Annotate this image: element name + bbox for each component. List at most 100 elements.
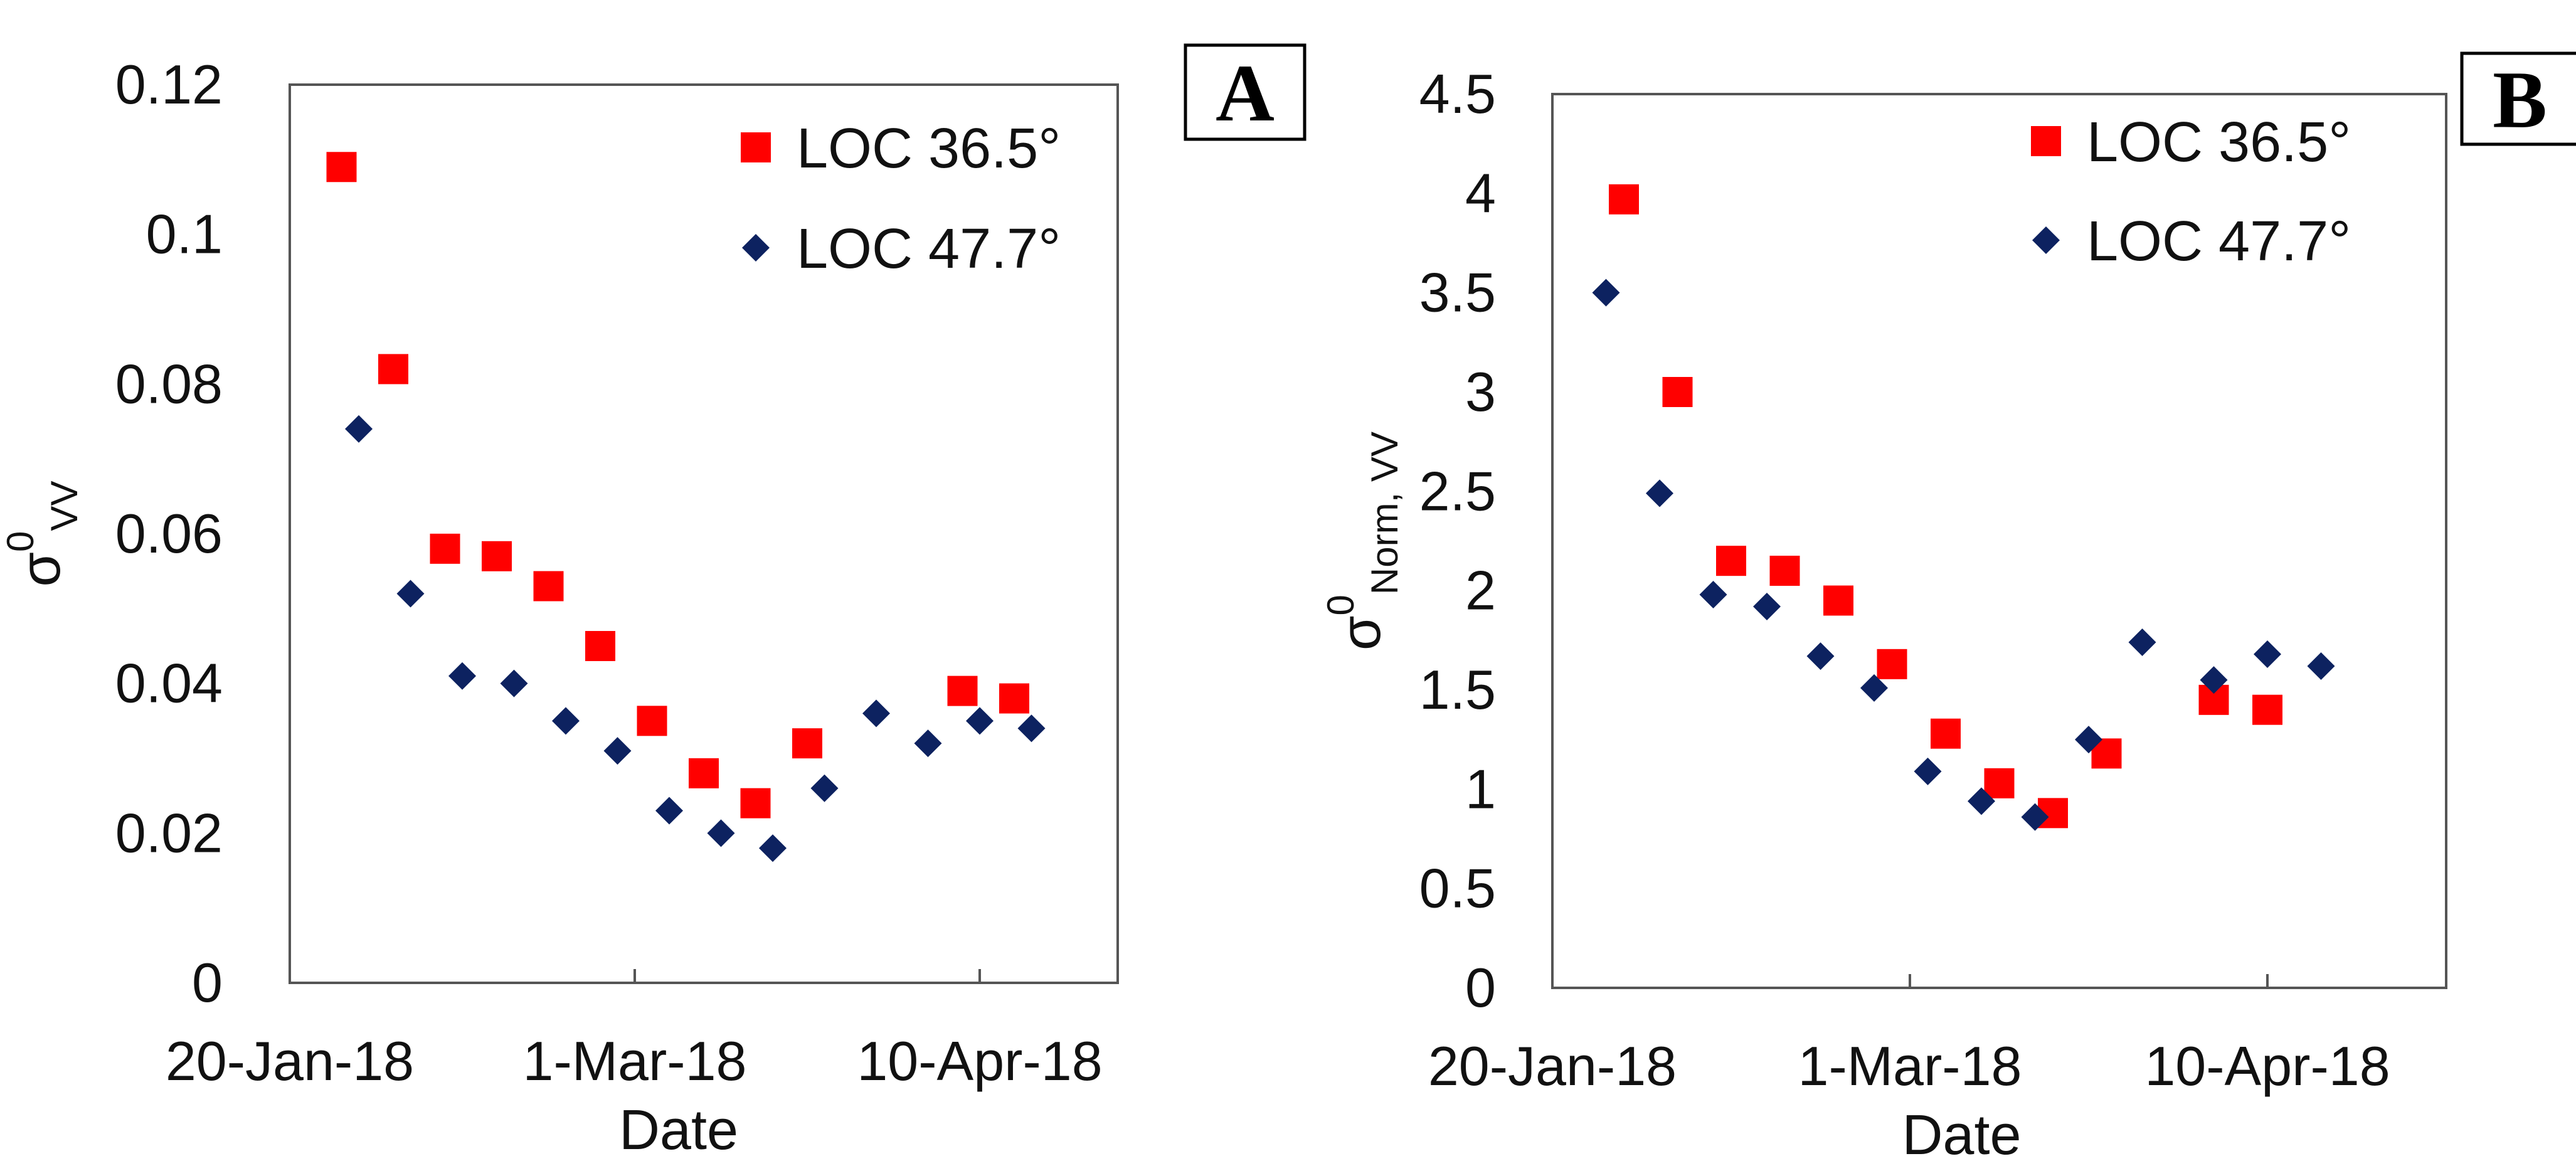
x-axis-title: Date xyxy=(1902,1104,2021,1166)
data-point xyxy=(1860,674,1888,702)
data-point xyxy=(914,729,942,758)
data-point xyxy=(1699,581,1727,608)
data-point xyxy=(966,707,994,735)
y-tick-label: 0.5 xyxy=(1419,857,1496,920)
series-loc-47-7 xyxy=(345,415,1046,862)
y-tick-label: 0.06 xyxy=(115,502,223,564)
panel-label-box xyxy=(1184,43,1307,141)
y-axis-title-symbol: σ xyxy=(9,552,72,587)
legend-marker xyxy=(2032,226,2060,254)
plot-area xyxy=(1551,93,2447,989)
data-point xyxy=(2021,803,2049,831)
y-tick-label: 0.1 xyxy=(146,203,223,265)
data-point xyxy=(1017,714,1046,743)
series-loc-36-5 xyxy=(326,152,1029,819)
data-point xyxy=(448,662,476,690)
x-axis-title: Date xyxy=(619,1099,738,1162)
y-tick-label: 4.5 xyxy=(1419,63,1496,125)
data-point xyxy=(999,683,1029,714)
data-point xyxy=(947,676,978,706)
y-axis-title: σ0Norm, VV xyxy=(1320,432,1406,650)
data-point xyxy=(430,533,460,564)
data-point xyxy=(1753,593,1781,620)
legend-marker xyxy=(2031,126,2061,156)
y-tick-label: 0.04 xyxy=(115,652,223,714)
data-point xyxy=(2075,726,2102,754)
y-tick-label: 0.08 xyxy=(115,352,223,415)
legend-label: LOC 47.7° xyxy=(2087,210,2351,273)
data-point xyxy=(1984,768,2015,798)
y-axis-title: σ0VV xyxy=(0,481,85,587)
data-point xyxy=(2254,640,2281,668)
panel-label-box xyxy=(2460,51,2576,146)
data-point xyxy=(637,706,667,736)
y-axis-title-symbol: σ xyxy=(1330,615,1392,650)
data-point xyxy=(2252,694,2282,725)
data-point xyxy=(810,774,839,802)
y-tick-label: 2 xyxy=(1465,559,1496,622)
legend: LOC 36.5° LOC 47.7° xyxy=(2031,111,2351,273)
data-point xyxy=(1823,585,1853,616)
data-point xyxy=(1806,642,1835,670)
panel-label: B xyxy=(2493,55,2547,146)
data-point xyxy=(1662,377,1693,407)
y-tick-label: 3.5 xyxy=(1419,262,1496,324)
data-point xyxy=(326,152,357,183)
legend-marker xyxy=(742,234,770,262)
panel-label: A xyxy=(1216,48,1275,139)
series-loc-47-7 xyxy=(1592,278,2335,831)
y-tick-label: 1.5 xyxy=(1419,659,1496,721)
y-axis-title-superscript: 0 xyxy=(1320,595,1362,615)
y-tick-label: 0.12 xyxy=(115,53,223,115)
data-point xyxy=(1592,278,1620,307)
data-point xyxy=(655,797,683,825)
x-tick-label: 1-Mar-18 xyxy=(523,1030,747,1092)
data-point xyxy=(603,737,632,765)
y-tick-label: 0.02 xyxy=(115,802,223,864)
data-point xyxy=(1877,649,1907,679)
y-tick-label: 2.5 xyxy=(1419,460,1496,522)
y-tick-label: 0 xyxy=(1465,957,1496,1019)
data-point xyxy=(740,788,771,819)
legend-label: LOC 47.7° xyxy=(797,218,1061,280)
data-point xyxy=(689,758,719,788)
data-point xyxy=(1914,757,1942,785)
plot-area xyxy=(289,83,1119,984)
legend-marker xyxy=(741,132,771,162)
data-point xyxy=(2200,666,2228,694)
chart-panel-b: 0 0.5 1 1.5 2 2.5 3 3.5 4 4.5 20-Jan-18 1-Mar-18 10-… xyxy=(1320,51,2576,1166)
data-point xyxy=(792,728,822,759)
y-tick-label: 4 xyxy=(1465,162,1496,224)
data-point xyxy=(1646,479,1673,507)
x-tick-label: 10-Apr-18 xyxy=(2144,1035,2390,1097)
data-point xyxy=(1931,718,1961,749)
y-tick-label: 1 xyxy=(1465,758,1496,820)
chart-panel-a: 0 0.02 0.04 0.06 0.08 0.1 0.12 20-Jan-18 1-Mar-1… xyxy=(0,43,1307,1162)
y-axis-title-subscript: Norm, VV xyxy=(1364,432,1406,595)
data-point xyxy=(482,541,512,571)
data-point xyxy=(759,834,787,862)
data-point xyxy=(1609,184,1639,215)
series-loc-36-5 xyxy=(1609,184,2282,829)
legend: LOC 36.5° LOC 47.7° xyxy=(741,117,1061,280)
data-point xyxy=(2128,628,2156,656)
x-tick-label: 20-Jan-18 xyxy=(1428,1035,1677,1097)
data-point xyxy=(378,354,408,384)
data-point xyxy=(500,669,528,697)
data-point xyxy=(585,631,615,661)
data-point xyxy=(707,819,735,847)
legend-label: LOC 36.5° xyxy=(797,117,1061,180)
y-axis-title-superscript: 0 xyxy=(0,531,41,552)
data-point xyxy=(862,699,890,728)
y-axis-title-subscript: VV xyxy=(43,481,85,531)
data-point xyxy=(552,707,580,735)
x-tick-label: 10-Apr-18 xyxy=(857,1030,1102,1092)
data-point xyxy=(2307,652,2335,680)
x-tick-label: 1-Mar-18 xyxy=(1798,1035,2022,1097)
data-point xyxy=(533,571,564,602)
data-point xyxy=(345,415,373,443)
data-point xyxy=(1716,546,1746,576)
legend-label: LOC 36.5° xyxy=(2087,111,2351,174)
